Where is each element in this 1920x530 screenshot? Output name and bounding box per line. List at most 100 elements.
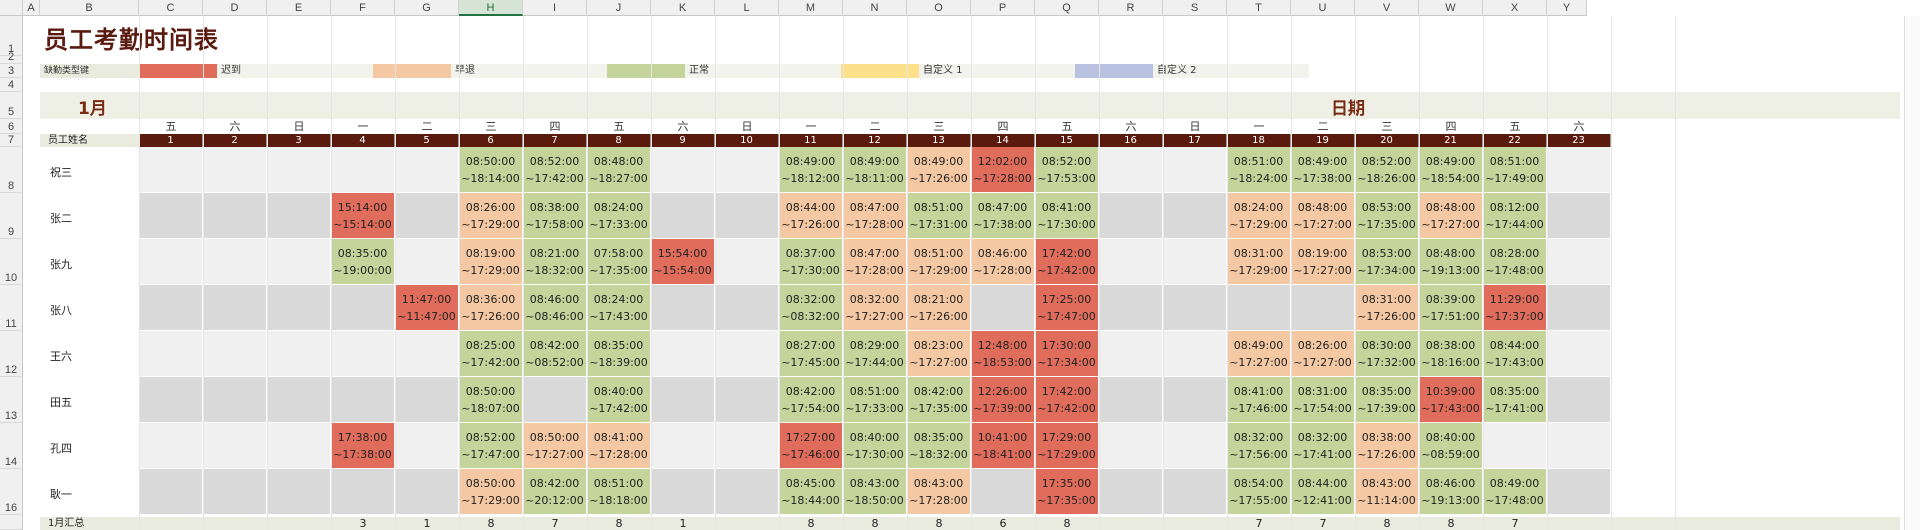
attendance-cell[interactable]: 17:25:00 ~17:47:00 <box>1035 285 1099 331</box>
attendance-cell[interactable]: 08:40:00 ~08:59:00 <box>1419 423 1483 469</box>
row-header-3[interactable]: 3 <box>0 64 23 78</box>
attendance-cell[interactable]: 08:30:00 ~17:32:00 <box>1355 331 1419 377</box>
attendance-cell[interactable]: 08:49:00 ~17:38:00 <box>1291 147 1355 193</box>
empty-cell[interactable] <box>139 239 203 285</box>
attendance-cell[interactable]: 08:19:00 ~17:27:00 <box>1291 239 1355 285</box>
empty-cell[interactable] <box>1483 423 1547 469</box>
empty-cell[interactable] <box>1099 377 1163 423</box>
row-header-5[interactable]: 5 <box>0 92 23 119</box>
attendance-cell[interactable]: 08:26:00 ~17:27:00 <box>1291 331 1355 377</box>
empty-cell[interactable] <box>203 147 267 193</box>
attendance-cell[interactable]: 08:27:00 ~17:45:00 <box>779 331 843 377</box>
empty-cell[interactable] <box>1099 285 1163 331</box>
attendance-cell[interactable]: 08:44:00 ~17:43:00 <box>1483 331 1547 377</box>
column-header-G[interactable]: G <box>395 0 459 16</box>
attendance-cell[interactable]: 08:48:00 ~17:27:00 <box>1291 193 1355 239</box>
attendance-cell[interactable]: 12:48:00 ~18:53:00 <box>971 331 1035 377</box>
attendance-cell[interactable]: 08:24:00 ~17:29:00 <box>1227 193 1291 239</box>
empty-cell[interactable] <box>267 193 331 239</box>
column-header-P[interactable]: P <box>971 0 1035 16</box>
empty-cell[interactable] <box>1291 285 1355 331</box>
empty-cell[interactable] <box>1547 469 1611 515</box>
empty-cell[interactable] <box>139 285 203 331</box>
empty-cell[interactable] <box>1099 239 1163 285</box>
vertical-scrollbar[interactable] <box>1904 16 1920 530</box>
attendance-cell[interactable]: 08:47:00 ~17:28:00 <box>843 193 907 239</box>
attendance-cell[interactable]: 08:50:00 ~17:29:00 <box>459 469 523 515</box>
attendance-cell[interactable]: 08:42:00 ~17:35:00 <box>907 377 971 423</box>
attendance-cell[interactable]: 08:44:00 ~12:41:00 <box>1291 469 1355 515</box>
empty-cell[interactable] <box>1163 469 1227 515</box>
empty-cell[interactable] <box>331 331 395 377</box>
empty-cell[interactable] <box>395 423 459 469</box>
attendance-cell[interactable]: 08:24:00 ~17:43:00 <box>587 285 651 331</box>
attendance-cell[interactable]: 08:50:00 ~18:07:00 <box>459 377 523 423</box>
attendance-cell[interactable]: 08:35:00 ~18:32:00 <box>907 423 971 469</box>
attendance-cell[interactable]: 17:42:00 ~17:42:00 <box>1035 377 1099 423</box>
attendance-cell[interactable]: 08:40:00 ~17:42:00 <box>587 377 651 423</box>
empty-cell[interactable] <box>651 377 715 423</box>
column-header-A[interactable]: A <box>23 0 40 16</box>
row-header-2[interactable]: 2 <box>0 51 23 64</box>
column-header-N[interactable]: N <box>843 0 907 16</box>
attendance-cell[interactable]: 08:48:00 ~19:13:00 <box>1419 239 1483 285</box>
attendance-cell[interactable]: 08:46:00 ~19:13:00 <box>1419 469 1483 515</box>
attendance-cell[interactable]: 08:41:00 ~17:46:00 <box>1227 377 1291 423</box>
attendance-cell[interactable]: 08:31:00 ~17:26:00 <box>1355 285 1419 331</box>
attendance-cell[interactable]: 08:49:00 ~18:11:00 <box>843 147 907 193</box>
attendance-cell[interactable]: 08:50:00 ~17:27:00 <box>523 423 587 469</box>
corner-cell[interactable] <box>0 0 23 16</box>
row-header-16[interactable]: 16 <box>0 469 23 515</box>
empty-cell[interactable] <box>267 469 331 515</box>
attendance-cell[interactable]: 08:36:00 ~17:26:00 <box>459 285 523 331</box>
attendance-cell[interactable]: 08:44:00 ~17:26:00 <box>779 193 843 239</box>
empty-cell[interactable] <box>395 193 459 239</box>
attendance-cell[interactable]: 08:19:00 ~17:29:00 <box>459 239 523 285</box>
row-header-10[interactable]: 10 <box>0 239 23 285</box>
empty-cell[interactable] <box>395 331 459 377</box>
attendance-cell[interactable]: 08:45:00 ~18:44:00 <box>779 469 843 515</box>
empty-cell[interactable] <box>139 147 203 193</box>
attendance-cell[interactable]: 08:35:00 ~17:39:00 <box>1355 377 1419 423</box>
attendance-cell[interactable]: 08:52:00 ~18:26:00 <box>1355 147 1419 193</box>
attendance-cell[interactable]: 08:51:00 ~18:18:00 <box>587 469 651 515</box>
column-header-K[interactable]: K <box>651 0 715 16</box>
attendance-cell[interactable]: 08:49:00 ~17:48:00 <box>1483 469 1547 515</box>
attendance-cell[interactable]: 17:30:00 ~17:34:00 <box>1035 331 1099 377</box>
empty-cell[interactable] <box>203 469 267 515</box>
attendance-cell[interactable]: 08:52:00 ~17:53:00 <box>1035 147 1099 193</box>
attendance-cell[interactable]: 08:54:00 ~17:55:00 <box>1227 469 1291 515</box>
column-header-F[interactable]: F <box>331 0 395 16</box>
column-header-O[interactable]: O <box>907 0 971 16</box>
column-header-T[interactable]: T <box>1227 0 1291 16</box>
row-header-1[interactable]: 1 <box>0 16 23 56</box>
column-header-W[interactable]: W <box>1419 0 1483 16</box>
empty-cell[interactable] <box>331 147 395 193</box>
column-header-C[interactable]: C <box>139 0 203 16</box>
empty-cell[interactable] <box>395 469 459 515</box>
row-header-6[interactable]: 6 <box>0 119 23 134</box>
attendance-cell[interactable]: 08:43:00 ~17:28:00 <box>907 469 971 515</box>
attendance-cell[interactable]: 08:35:00 ~18:39:00 <box>587 331 651 377</box>
empty-cell[interactable] <box>1099 469 1163 515</box>
attendance-cell[interactable]: 17:42:00 ~17:42:00 <box>1035 239 1099 285</box>
empty-cell[interactable] <box>1547 193 1611 239</box>
attendance-cell[interactable]: 08:21:00 ~18:32:00 <box>523 239 587 285</box>
attendance-cell[interactable]: 08:35:00 ~19:00:00 <box>331 239 395 285</box>
empty-cell[interactable] <box>395 147 459 193</box>
empty-cell[interactable] <box>139 193 203 239</box>
empty-cell[interactable] <box>651 193 715 239</box>
empty-cell[interactable] <box>139 377 203 423</box>
empty-cell[interactable] <box>203 331 267 377</box>
attendance-cell[interactable]: 08:32:00 ~17:41:00 <box>1291 423 1355 469</box>
empty-cell[interactable] <box>1547 423 1611 469</box>
empty-cell[interactable] <box>651 423 715 469</box>
empty-cell[interactable] <box>267 285 331 331</box>
attendance-cell[interactable]: 08:35:00 ~17:41:00 <box>1483 377 1547 423</box>
column-header-Q[interactable]: Q <box>1035 0 1099 16</box>
empty-cell[interactable] <box>331 377 395 423</box>
column-header-J[interactable]: J <box>587 0 651 16</box>
attendance-cell[interactable]: 08:23:00 ~17:27:00 <box>907 331 971 377</box>
attendance-cell[interactable]: 11:29:00 ~17:37:00 <box>1483 285 1547 331</box>
row-header-9[interactable]: 9 <box>0 193 23 239</box>
